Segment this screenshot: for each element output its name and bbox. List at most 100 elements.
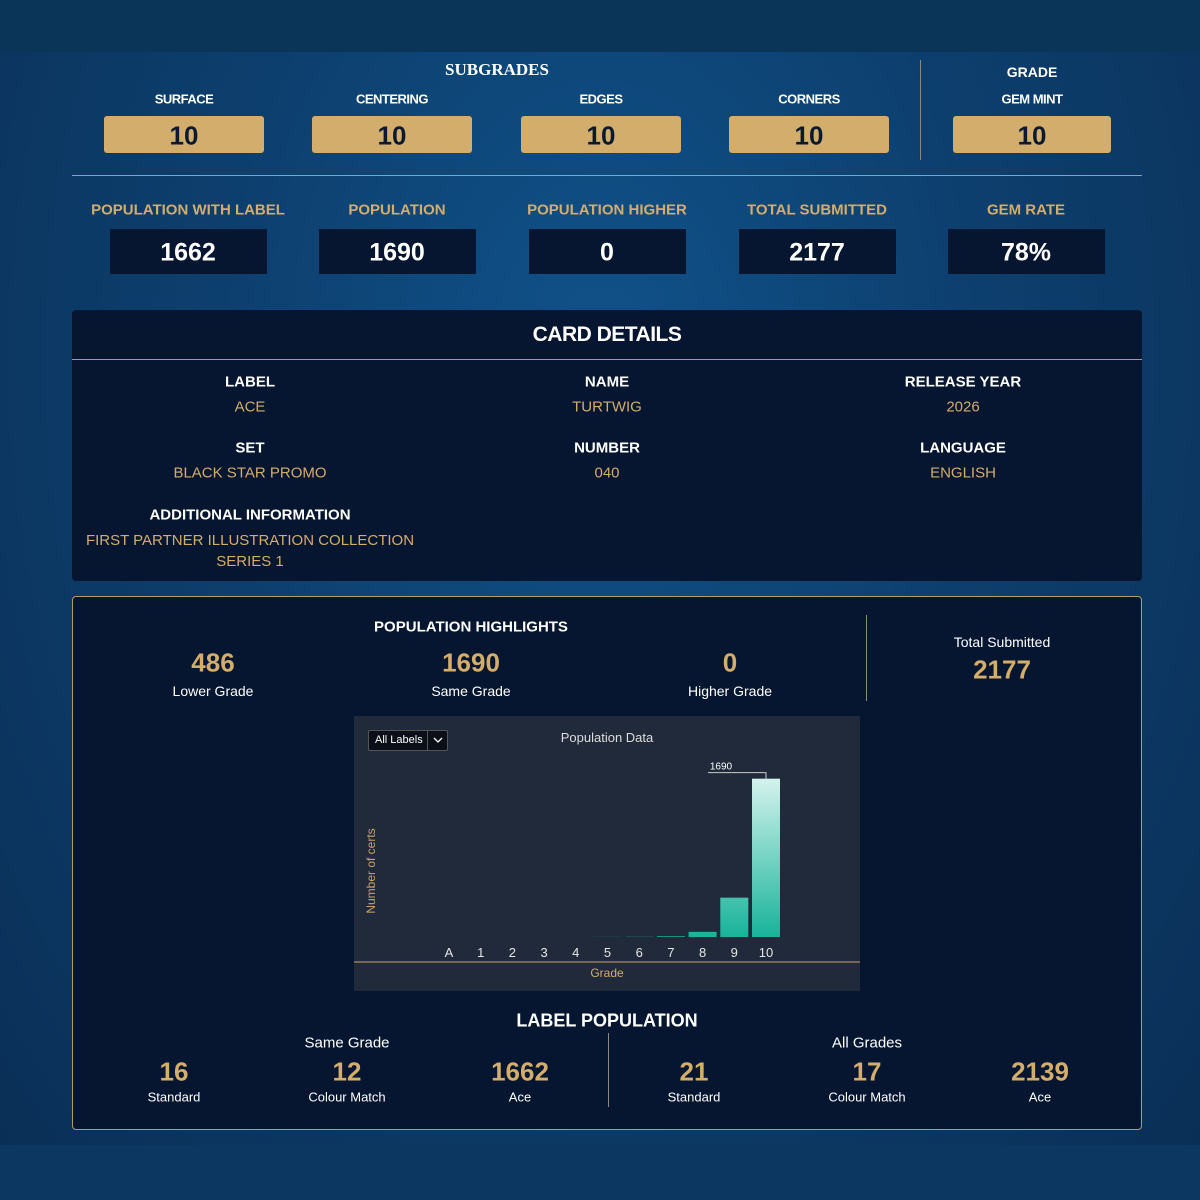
data-label: 1690 [710,762,733,773]
label-pop-label: Ace [1028,1089,1052,1105]
x-tick-label: 10 [759,945,773,960]
label-pop-label: Colour Match [308,1089,386,1105]
label-pop-value: 17 [852,1056,882,1087]
subgrade-box [104,116,264,153]
label-pop-value: 21 [679,1056,709,1087]
divider [866,615,867,701]
bar [752,778,780,937]
field-label: LABEL [225,373,275,391]
label-pop-value: 12 [332,1056,362,1087]
grade-value: 10 [1017,120,1047,151]
stat-value: 2177 [789,238,845,267]
chart: Population Data Number of certs Grade A 1 2 3 4… [354,730,860,980]
subgrade-value: 10 [794,120,824,151]
stat-box [319,229,476,274]
highlight-label: Higher Grade [687,683,773,699]
x-tick-label: 6 [636,945,643,960]
highlight-label: Same Grade [431,683,511,699]
panel-title: LABEL POPULATION [516,1010,698,1031]
highlight-value: 1690 [442,647,500,678]
label-pop-value: 1662 [491,1056,549,1087]
stat-value: 78% [1000,238,1052,267]
highlight-value: 2177 [973,654,1031,685]
field-value: BLACK STAR PROMO [173,464,327,482]
stat-label: POPULATION WITH LABEL [91,201,285,219]
x-tick-label: 7 [667,945,674,960]
stat-label: POPULATION [348,201,446,219]
subgrade-value: 10 [377,120,407,151]
subgrade-box [312,116,472,153]
field-value: 2026 [946,398,980,416]
y-axis-label: Number of certs [364,828,378,913]
filter-label: All Labels [375,734,423,746]
label-pop-label: Colour Match [828,1089,906,1105]
grade-box [953,116,1111,153]
stat-value: 1662 [160,238,216,267]
subgrade-box [729,116,889,153]
highlight-value: 0 [722,647,738,678]
highlight-value: 486 [191,647,235,678]
stat-box [110,229,267,274]
field-label: LANGUAGE [920,439,1006,457]
card-details-panel [72,310,1142,581]
field-value: ENGLISH [930,464,996,482]
field-label: RELEASE YEAR [904,373,1022,391]
subgrade-value: 10 [169,120,199,151]
field-label: NAME [584,373,630,391]
field-value: 040 [594,464,620,482]
grade-label: GEM MINT [1001,91,1064,107]
x-tick-label: 2 [509,945,516,960]
leader-line [708,772,767,779]
bar [720,897,749,937]
x-tick-label: A [445,945,454,960]
chevron [427,731,449,750]
stat-box [529,229,686,274]
bar [656,936,685,937]
field-label: SET [235,439,265,457]
x-tick-label: 3 [540,945,547,960]
label-pop-value: 16 [159,1056,189,1087]
highlight-label: Lower Grade [172,683,254,699]
divider [608,1033,609,1107]
bar [688,931,717,937]
subgrade-box [521,116,681,153]
x-tick-label: 4 [572,945,579,960]
bottom-bar [0,1145,1200,1200]
x-tick-label: 8 [699,945,706,960]
stat-box [948,229,1105,274]
subgrade-value: 10 [586,120,616,151]
panel-title: CARD DETAILS [532,323,682,346]
divider [72,175,1142,176]
subgrade-label: CORNERS [778,91,840,107]
top-bar [0,0,1200,52]
x-tick-label: 9 [731,945,738,960]
field-value: TURTWIG [572,398,642,416]
stat-value: 1690 [369,238,425,267]
highlight-label: Total Submitted [953,634,1051,650]
chart-title: Population Data [561,730,654,745]
stat-label: GEM RATE [986,201,1066,219]
filter-dropdown[interactable]: All Labels [368,730,448,751]
stat-label: POPULATION HIGHER [527,201,687,219]
divider [920,60,921,160]
field-label: NUMBER [574,439,640,457]
stat-box [739,229,896,274]
group-title: All Grades [831,1034,903,1052]
section-title: SUBGRADES [445,60,549,79]
label-pop-label: Standard [147,1089,201,1105]
x-tick-label: 5 [604,945,611,960]
section-title: GRADE [1006,64,1058,80]
x-tick-label: 1 [477,945,484,960]
x-axis-label: Grade [590,966,624,980]
label-pop-value: 2139 [1011,1056,1069,1087]
group-title: Same Grade [304,1034,390,1052]
stat-value: 0 [600,238,614,267]
field-label: ADDITIONAL INFORMATION [149,506,351,524]
field-value: FIRST PARTNER ILLUSTRATION COLLECTION SE… [85,532,415,570]
subgrade-label: EDGES [579,91,623,107]
divider [72,359,1142,360]
panel-title: POPULATION HIGHLIGHTS [374,618,568,636]
subgrade-label: SURFACE [154,91,214,107]
subgrade-label: CENTERING [355,91,429,107]
